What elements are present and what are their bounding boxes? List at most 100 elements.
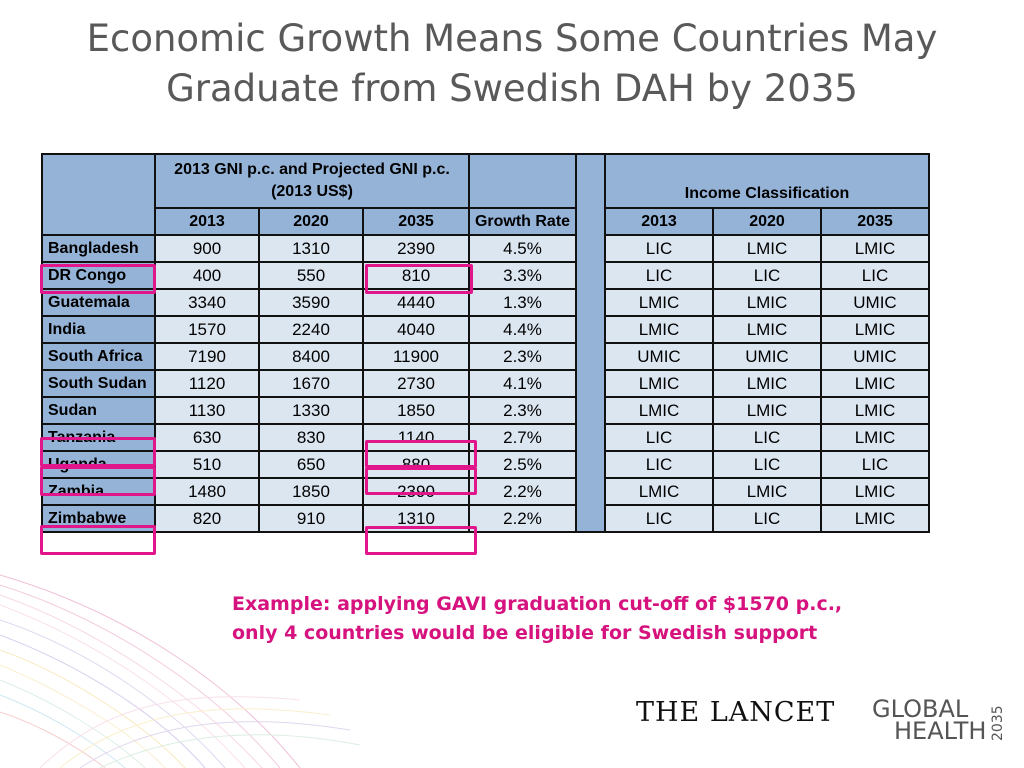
gni-2013-cell: 510 — [154, 450, 260, 479]
income-2020-cell: LMIC — [712, 234, 822, 263]
col-header-growth-rate: Growth Rate — [468, 207, 577, 236]
growth-rate-cell: 3.3% — [468, 261, 577, 290]
gni-2020-cell: 1850 — [258, 477, 364, 506]
country-cell: South Sudan — [41, 369, 156, 398]
income-2020-cell: LIC — [712, 450, 822, 479]
income-2020-cell: LIC — [712, 261, 822, 290]
spacer-column — [575, 153, 606, 533]
gni-2035-cell: 2730 — [362, 369, 470, 398]
highlight-box-uganda-name — [40, 466, 156, 496]
growth-rate-cell: 2.3% — [468, 342, 577, 371]
example-note: Example: applying GAVI graduation cut-of… — [232, 590, 872, 648]
growth-rate-cell: 1.3% — [468, 288, 577, 317]
income-2035-cell: LMIC — [820, 315, 930, 344]
example-note-line2: only 4 countries would be eligible for S… — [232, 622, 818, 644]
gni-2020-cell: 2240 — [258, 315, 364, 344]
growth-rate-cell: 2.3% — [468, 396, 577, 425]
country-cell: South Africa — [41, 342, 156, 371]
gni-2035-cell: 880 — [362, 450, 470, 479]
slide-title-line2: Graduate from Swedish DAH by 2035 — [166, 67, 858, 110]
highlight-box-tanzania-2035 — [365, 440, 477, 468]
income-2035-cell: LMIC — [820, 477, 930, 506]
highlight-box-tanzania-name — [40, 437, 156, 467]
growth-rate-cell: 4.4% — [468, 315, 577, 344]
income-2013-cell: LMIC — [604, 315, 714, 344]
gni-2020-cell: 550 — [258, 261, 364, 290]
income-2020-cell: UMIC — [712, 342, 822, 371]
example-note-line1: Example: applying GAVI graduation cut-of… — [232, 593, 843, 615]
gni-2013-cell: 1570 — [154, 315, 260, 344]
gni-2035-cell: 1850 — [362, 396, 470, 425]
lancet-logo: THE LANCET — [636, 697, 836, 728]
highlight-box-zimbabwe-2035 — [365, 526, 477, 555]
income-2035-cell: LIC — [820, 450, 930, 479]
gni-2035-cell: 4040 — [362, 315, 470, 344]
gni-2013-cell: 1480 — [154, 477, 260, 506]
growth-rate-cell: 2.2% — [468, 504, 577, 533]
gni-group-header: 2013 GNI p.c. and Projected GNI p.c. (20… — [154, 153, 470, 209]
col-header-2020: 2020 — [258, 207, 364, 236]
growth-rate-cell: 4.5% — [468, 234, 577, 263]
income-2020-cell: LMIC — [712, 369, 822, 398]
income-2035-cell: LIC — [820, 261, 930, 290]
gni-2020-cell: 830 — [258, 423, 364, 452]
global-health-logo-year: 2035 — [990, 705, 1006, 741]
slide-title-line1: Economic Growth Means Some Countries May — [86, 17, 938, 60]
global-health-2035-logo: GLOBAL HEALTH 2035 — [872, 695, 1006, 745]
table-row: Tanzania 630 830 1140 2.7% LIC LIC LMIC — [41, 423, 930, 452]
gni-2013-cell: 1130 — [154, 396, 260, 425]
gni-2020-cell: 1330 — [258, 396, 364, 425]
income-2013-cell: LMIC — [604, 477, 714, 506]
gni-2013-cell: 1120 — [154, 369, 260, 398]
income-2013-cell: LIC — [604, 234, 714, 263]
gni-2013-cell: 900 — [154, 234, 260, 263]
income-2035-cell: LMIC — [820, 234, 930, 263]
income-group-header: Income Classification — [604, 153, 930, 209]
income-2035-cell: LMIC — [820, 423, 930, 452]
table-row: South Africa 7190 8400 11900 2.3% UMIC U… — [41, 342, 930, 371]
growth-rate-cell: 2.7% — [468, 423, 577, 452]
table-row: South Sudan 1120 1670 2730 4.1% LMIC LMI… — [41, 369, 930, 398]
country-cell: Sudan — [41, 396, 156, 425]
income-2020-cell: LIC — [712, 504, 822, 533]
col-header-2035: 2035 — [362, 207, 470, 236]
highlight-box-drcongo-name — [40, 264, 156, 294]
gni-income-table: 2013 GNI p.c. and Projected GNI p.c. (20… — [41, 153, 930, 533]
growth-rate-cell: 2.2% — [468, 477, 577, 506]
gni-2020-cell: 1670 — [258, 369, 364, 398]
income-2035-cell: LMIC — [820, 504, 930, 533]
table-row: Sudan 1130 1330 1850 2.3% LMIC LMIC LMIC — [41, 396, 930, 425]
gni-2035-cell: 2390 — [362, 477, 470, 506]
income-2020-cell: LMIC — [712, 396, 822, 425]
gni-2020-cell: 8400 — [258, 342, 364, 371]
gni-2035-cell: 11900 — [362, 342, 470, 371]
table-row: Bangladesh 900 1310 2390 4.5% LIC LMIC L… — [41, 234, 930, 263]
table-row: DR Congo 400 550 810 3.3% LIC LIC LIC — [41, 261, 930, 290]
table-row: Guatemala 3340 3590 4440 1.3% LMIC LMIC … — [41, 288, 930, 317]
col-header-income-2020: 2020 — [712, 207, 822, 236]
income-2013-cell: LMIC — [604, 369, 714, 398]
income-2013-cell: LIC — [604, 261, 714, 290]
table-row: Uganda 510 650 880 2.5% LIC LIC LIC — [41, 450, 930, 479]
table-row: Zambia 1480 1850 2390 2.2% LMIC LMIC LMI… — [41, 477, 930, 506]
gni-2013-cell: 820 — [154, 504, 260, 533]
income-2020-cell: LMIC — [712, 315, 822, 344]
income-2013-cell: LIC — [604, 423, 714, 452]
income-2035-cell: LMIC — [820, 369, 930, 398]
income-2013-cell: LIC — [604, 504, 714, 533]
income-2020-cell: LIC — [712, 423, 822, 452]
highlight-box-uganda-2035 — [365, 467, 477, 495]
income-2013-cell: LMIC — [604, 288, 714, 317]
growth-top-cell — [468, 153, 577, 209]
gni-2013-cell: 630 — [154, 423, 260, 452]
highlight-box-zimbabwe-name — [40, 525, 156, 555]
table-corner-cell — [41, 153, 156, 236]
highlight-box-drcongo-2035 — [365, 264, 473, 294]
gni-2020-cell: 1310 — [258, 234, 364, 263]
gni-2035-cell: 1140 — [362, 423, 470, 452]
income-2020-cell: LMIC — [712, 477, 822, 506]
global-health-logo-line1: GLOBAL — [872, 695, 969, 723]
gni-2013-cell: 400 — [154, 261, 260, 290]
gni-header-line2: (2013 US$) — [271, 183, 353, 200]
income-2013-cell: UMIC — [604, 342, 714, 371]
